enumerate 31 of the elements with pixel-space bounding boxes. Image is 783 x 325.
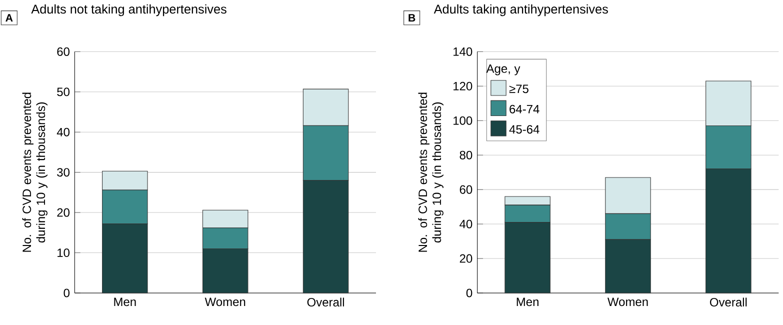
y-tick-label: 40: [460, 220, 472, 228]
legend-label: 64-74: [510, 104, 540, 114]
y-tick-label: 20: [57, 208, 70, 217]
x-tick-label: Overall: [307, 298, 344, 307]
chart-title: Adults not taking antihypertensives: [31, 4, 226, 16]
y-tick-label: 40: [56, 128, 70, 136]
y-tick-label: 100: [454, 116, 472, 125]
x-tick-label: Overall: [710, 298, 747, 307]
y-tick-label: 20: [460, 254, 472, 263]
y-axis-title: No. of CVD events prevented during 10 y (in thousands): [22, 92, 48, 252]
x-tick-label: Men: [516, 298, 538, 306]
y-tick-label: 10: [58, 248, 70, 258]
y-axis-title: No. of CVD events prevented during 10 y (in thousands): [418, 92, 444, 252]
x-tick-label: Men: [114, 298, 136, 306]
legend-label: ≥75: [509, 84, 528, 94]
y-tick-label: 30: [57, 168, 70, 177]
chart-title: Adults taking antihypertensives: [434, 4, 608, 16]
legend-label: 45-64: [509, 125, 540, 134]
text: B: [408, 14, 416, 22]
y-tick-label: 60: [460, 185, 472, 194]
y-tick-label: 120: [454, 82, 472, 90]
x-tick-label: Women: [204, 298, 246, 306]
x-tick-label: Women: [607, 298, 648, 306]
y-tick-label: 50: [57, 88, 70, 96]
legend-title: Age, y: [486, 64, 520, 76]
y-tick-label: 140: [454, 47, 472, 56]
y-tick-label: 0: [64, 288, 70, 298]
y-tick-label: 60: [57, 47, 70, 56]
y-tick-label: 80: [460, 150, 472, 160]
y-tick-label: 0: [466, 288, 472, 298]
text: A: [6, 14, 13, 22]
